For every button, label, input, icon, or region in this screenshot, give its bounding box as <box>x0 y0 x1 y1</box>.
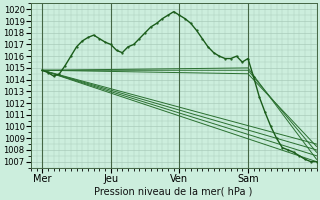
X-axis label: Pression niveau de la mer( hPa ): Pression niveau de la mer( hPa ) <box>94 187 253 197</box>
